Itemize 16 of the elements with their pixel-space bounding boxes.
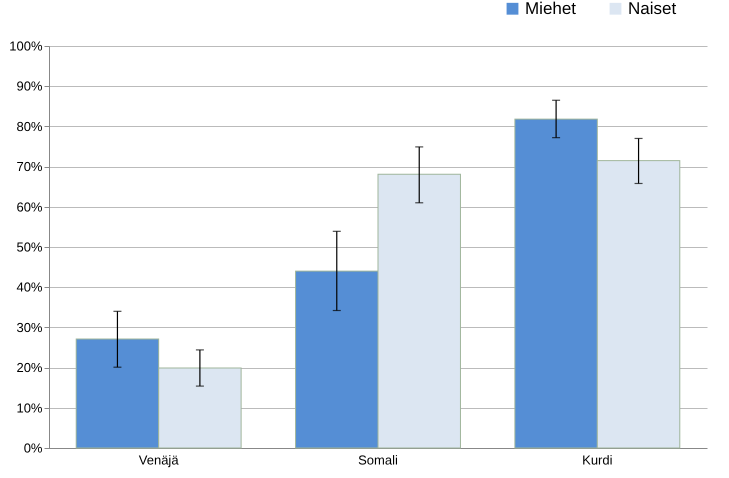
y-tick-label: 30% — [16, 320, 43, 335]
y-tick-label: 60% — [16, 199, 43, 214]
legend-label: Miehet — [525, 0, 576, 18]
y-tick-label: 0% — [24, 440, 43, 456]
x-tick-label: Venäjä — [138, 452, 180, 468]
y-tick-label: 10% — [16, 400, 43, 416]
y-tick-label: 80% — [16, 118, 43, 134]
x-tick-label: Kurdi — [582, 452, 613, 468]
y-tick-label: 20% — [16, 360, 43, 376]
y-tick-label: 70% — [16, 159, 43, 174]
y-tick-label: 40% — [16, 280, 43, 295]
y-tick-label: 100% — [9, 38, 43, 54]
y-tick-label: 50% — [16, 240, 43, 254]
legend-label: Naiset — [628, 0, 676, 18]
x-tick-label: Somali — [358, 452, 398, 468]
y-tick-label: 90% — [16, 78, 43, 94]
